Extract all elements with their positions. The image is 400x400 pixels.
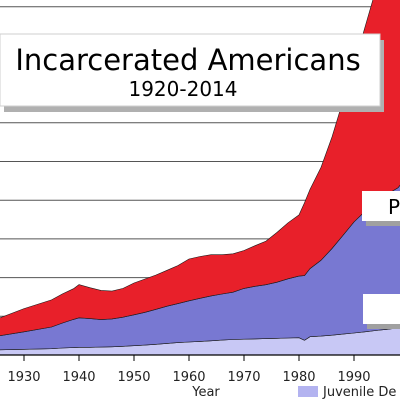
x-tick-label: 1990 <box>337 370 370 385</box>
x-tick-label: 1940 <box>62 370 95 385</box>
chart-title: Incarcerated Americans <box>15 43 360 77</box>
x-tick-label: 1970 <box>227 370 260 385</box>
x-tick-label: 1980 <box>282 370 315 385</box>
chart-subtitle: 1920-2014 <box>128 77 237 101</box>
x-tick-label: 1930 <box>7 370 40 385</box>
legend: Juvenile De <box>298 385 396 400</box>
area-label-prisons-text: P <box>388 195 400 219</box>
legend-label: Juvenile De <box>322 385 396 400</box>
area-series-2 <box>0 0 400 337</box>
x-axis-label: Year <box>191 385 220 400</box>
area-label-prisons: P <box>362 191 400 226</box>
title-box: Incarcerated Americans 1920-2014 <box>0 33 384 112</box>
x-tick-label: 1960 <box>172 370 205 385</box>
x-axis-ticks: 1930 1940 1950 1960 1970 1980 1990 <box>7 355 371 385</box>
legend-swatch <box>298 386 318 397</box>
area-label-jails <box>363 294 400 329</box>
x-tick-label: 1950 <box>117 370 150 385</box>
